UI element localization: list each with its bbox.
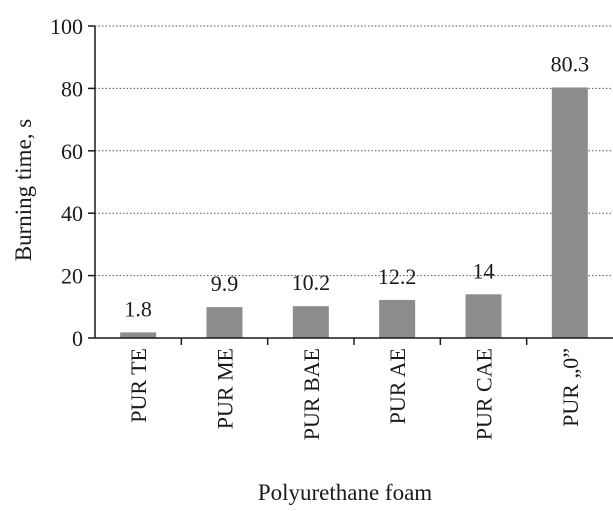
gridlines <box>95 25 613 277</box>
data-label-1: 9.9 <box>211 271 239 296</box>
bar-1 <box>206 307 243 338</box>
y-tick-label-0: 0 <box>72 326 83 351</box>
category-label-1: PUR ME <box>213 348 238 429</box>
bars <box>120 87 588 339</box>
category-label-4: PUR CAE <box>472 348 497 440</box>
bar-3 <box>379 299 416 338</box>
category-label-3: PUR AE <box>385 348 410 424</box>
y-axis-title: Burning time, s <box>11 119 36 262</box>
axes <box>88 25 613 345</box>
category-labels: PUR TE PUR ME PUR BAE PUR AE PUR CAE PUR „0” <box>126 348 583 440</box>
y-tick-label-40: 40 <box>61 201 83 226</box>
y-tick-label-80: 80 <box>61 76 83 101</box>
data-label-5: 80.3 <box>551 51 590 76</box>
data-label-4: 14 <box>473 258 495 283</box>
data-label-2: 10.2 <box>292 270 331 295</box>
y-tick-label-60: 60 <box>61 139 83 164</box>
bar-4 <box>465 294 502 338</box>
x-axis-title: Polyurethane foam <box>258 480 432 505</box>
data-label-3: 12.2 <box>378 264 417 289</box>
y-tick-label-100: 100 <box>50 14 83 39</box>
category-label-0: PUR TE <box>126 348 151 423</box>
bar-2 <box>292 306 329 338</box>
data-labels: 1.8 9.9 10.2 12.2 14 80.3 <box>124 51 589 321</box>
category-label-2: PUR BAE <box>299 348 324 440</box>
y-tick-labels: 0 20 40 60 80 100 <box>50 14 83 351</box>
bar-5 <box>551 87 588 339</box>
data-label-0: 1.8 <box>124 296 152 321</box>
y-tick-label-20: 20 <box>61 264 83 289</box>
bar-0 <box>120 332 157 338</box>
category-label-5: PUR „0” <box>558 348 583 427</box>
